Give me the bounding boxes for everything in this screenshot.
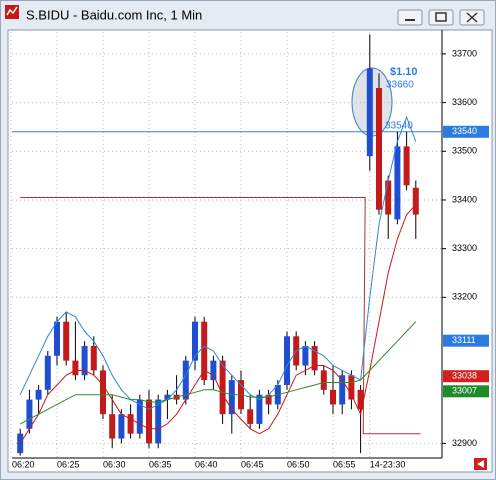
candle-body <box>403 146 410 186</box>
candle-body <box>118 414 125 439</box>
y-tick-label: 33600 <box>452 97 477 107</box>
candle-body <box>412 187 419 215</box>
y-tick-label: 33200 <box>452 292 477 302</box>
candle-body <box>366 68 373 157</box>
indicator-line <box>19 115 417 410</box>
app-icon-glyph <box>6 6 18 16</box>
candle-body <box>155 399 162 444</box>
candle-body <box>109 414 116 439</box>
price-tag-label: 33540 <box>452 126 477 136</box>
indicator-line <box>19 321 417 425</box>
close-glyph <box>466 12 478 23</box>
candle-body <box>146 399 152 444</box>
window-title: S.BIDU - Baidu.com Inc, 1 Min <box>26 7 202 22</box>
x-tick-label: 06:55 <box>333 459 356 469</box>
candle-body <box>357 389 364 410</box>
candle-body <box>35 389 42 400</box>
x-tick-label: 06:25 <box>57 459 80 469</box>
price-tag <box>443 334 489 347</box>
plot: 32900 33200 33300 33400 33500 33600 33700 06:20… <box>10 32 489 469</box>
minimize-button[interactable] <box>397 9 423 26</box>
candle-body <box>90 346 97 371</box>
y-tick-label: 32900 <box>452 438 477 448</box>
candle-body <box>320 370 327 390</box>
maximize-button[interactable] <box>428 9 454 26</box>
maximize-glyph <box>435 12 447 22</box>
candle-body <box>311 346 318 371</box>
candle-body <box>127 414 134 434</box>
candle-body <box>210 360 217 381</box>
y-tick-label: 33500 <box>452 146 477 156</box>
candle-body <box>385 180 392 215</box>
scroll-icon-glyph <box>477 460 484 468</box>
candle-body <box>284 336 290 385</box>
candle-body <box>63 321 70 361</box>
price-tag-label: 33111 <box>452 335 476 345</box>
window-buttons[interactable] <box>397 9 485 26</box>
candle-body <box>54 321 60 356</box>
candle-body <box>330 389 336 405</box>
candle-body <box>247 409 254 424</box>
candle-body <box>26 399 33 429</box>
candle-body <box>192 321 198 361</box>
x-tick-label: 06:35 <box>149 459 172 469</box>
candle-body <box>201 321 208 381</box>
candle-body <box>228 380 235 415</box>
candle-body <box>219 360 226 415</box>
price-tag <box>443 370 489 383</box>
candle-body <box>44 355 51 390</box>
candle-body <box>164 394 171 400</box>
x-tick-label: 06:20 <box>12 459 35 469</box>
level-line <box>20 197 421 435</box>
candle-body <box>81 346 88 376</box>
candle-body <box>302 346 309 366</box>
candle-body <box>394 146 401 220</box>
y-tick-label: 33400 <box>452 194 477 204</box>
price-tag-label: 33038 <box>452 371 477 381</box>
price-tag-label: 33007 <box>452 386 477 396</box>
price-tag <box>443 125 489 138</box>
candle-body <box>339 375 346 405</box>
annotation: $1.10 <box>390 66 418 78</box>
x-tick-label: 06:40 <box>195 459 218 469</box>
indicator-line <box>19 204 417 444</box>
price-tag <box>443 385 489 398</box>
y-tick-label: 33300 <box>452 243 477 253</box>
candle-body <box>376 87 382 210</box>
candle-body <box>182 360 189 400</box>
candle-body <box>256 394 263 424</box>
candle-body <box>265 394 272 405</box>
y-tick-label: 33700 <box>452 48 477 58</box>
x-tick-label: 06:45 <box>241 459 264 469</box>
candle-body <box>348 375 355 400</box>
annotation: 33660 <box>386 80 414 91</box>
x-tick-label: 06:30 <box>103 459 126 469</box>
candle-body <box>100 370 106 415</box>
candle-body <box>136 399 143 434</box>
x-tick-label: 14-23:30 <box>370 459 406 469</box>
candle-body <box>72 360 79 376</box>
annotation: 33540 <box>385 121 413 132</box>
x-tick-label: 06:50 <box>287 459 310 469</box>
